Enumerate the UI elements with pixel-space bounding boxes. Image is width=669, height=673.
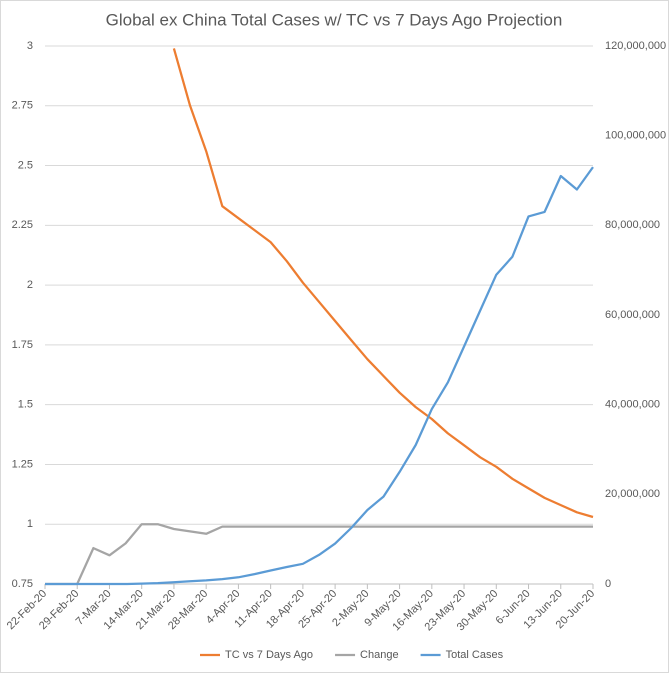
y-tick-label: 1.5 [18,399,33,411]
series-line [45,523,593,586]
series-line [45,166,594,586]
y2-tick-label: 0 [605,578,611,590]
y2-tick-label: 100,000,000 [605,130,666,142]
y-tick-label: 2 [27,279,33,291]
y2-tick-label: 40,000,000 [605,399,660,411]
y2-tick-label: 20,000,000 [605,488,660,500]
y-tick-label: 2.25 [12,219,33,231]
y-tick-label: 1 [27,518,33,530]
y-tick-label: 1.75 [12,339,33,351]
y-tick-label: 2.5 [18,159,33,171]
legend-label: TC vs 7 Days Ago [225,649,313,661]
legend-label: Total Cases [446,649,504,661]
y-tick-label: 0.75 [12,578,33,590]
y-tick-label: 3 [27,40,33,52]
y-tick-label: 1.25 [12,458,33,470]
legend-label: Change [360,649,399,661]
series-line [172,48,594,519]
y2-tick-label: 120,000,000 [605,40,666,52]
y-tick-label: 2.75 [12,100,33,112]
chart-title: Global ex China Total Cases w/ TC vs 7 D… [106,10,563,29]
y2-tick-label: 80,000,000 [605,219,660,231]
y2-tick-label: 60,000,000 [605,309,660,321]
